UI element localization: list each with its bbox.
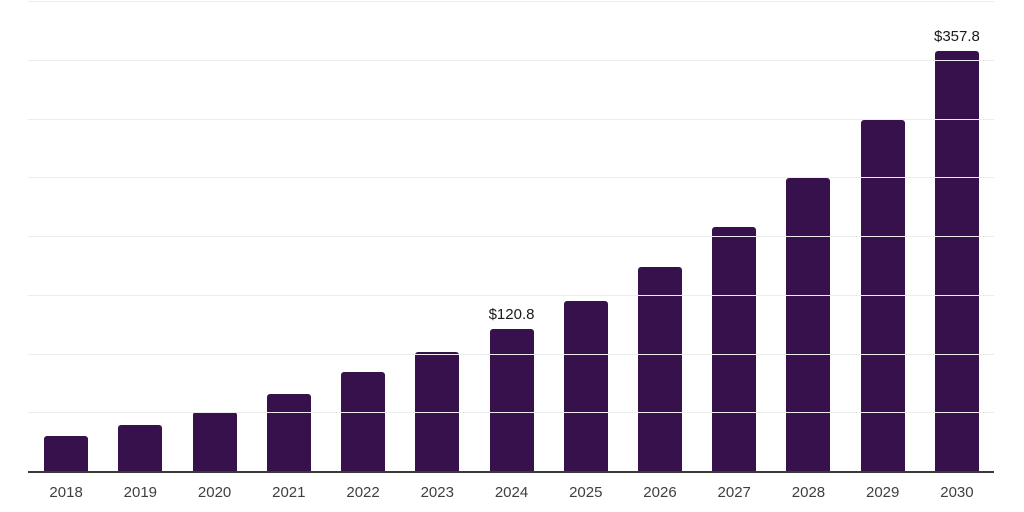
x-tick-2018: 2018 bbox=[49, 484, 83, 501]
bar-2020 bbox=[192, 412, 237, 471]
gridline-150 bbox=[28, 294, 994, 296]
bar-2018 bbox=[44, 435, 89, 471]
x-tick-2019: 2019 bbox=[123, 484, 158, 501]
bar-2028 bbox=[786, 178, 831, 471]
bar-2026 bbox=[637, 267, 682, 471]
bar-2021 bbox=[266, 394, 311, 471]
x-axis-labels: 2018 2019 2020 2021 2022 2023 2024 2025 2026 2027… bbox=[29, 484, 994, 502]
x-tick-2023: 2023 bbox=[420, 484, 454, 501]
data-label-2024: $120.8 bbox=[488, 306, 535, 324]
x-axis-line bbox=[28, 471, 994, 473]
gridline-250 bbox=[28, 177, 994, 179]
bar-2030 bbox=[934, 50, 979, 471]
x-tick-2027: 2027 bbox=[717, 484, 751, 501]
bar-series: $120.8 $357.8 bbox=[29, 1, 994, 471]
x-tick-2025: 2025 bbox=[569, 484, 603, 501]
gridline-300 bbox=[28, 118, 994, 120]
x-tick-2030: 2030 bbox=[940, 484, 974, 501]
x-tick-2028: 2028 bbox=[791, 484, 826, 501]
x-tick-2024: 2024 bbox=[494, 484, 529, 501]
gridline-100 bbox=[28, 353, 994, 355]
plot-area: $120.8 $357.8 bbox=[28, 1, 994, 471]
gridline-200 bbox=[28, 236, 994, 237]
x-tick-2021: 2021 bbox=[272, 484, 306, 501]
gridline-400 bbox=[28, 1, 994, 2]
x-tick-2022: 2022 bbox=[346, 484, 380, 501]
bar-2025 bbox=[563, 300, 608, 471]
bar-slot-2024: $120.8 bbox=[474, 1, 548, 471]
gridline-350 bbox=[28, 59, 994, 61]
gridline-50 bbox=[28, 412, 994, 414]
bar-slot-2030: $357.8 bbox=[920, 1, 994, 471]
x-tick-2020: 2020 bbox=[197, 484, 232, 501]
data-label-2030: $357.8 bbox=[933, 27, 980, 45]
bar-slot-2022 bbox=[326, 1, 400, 471]
bar-2019 bbox=[118, 425, 163, 471]
x-tick-2026: 2026 bbox=[643, 484, 677, 501]
bar-slot-2028 bbox=[771, 1, 845, 471]
bar-slot-2026 bbox=[623, 1, 697, 471]
bar-slot-2018 bbox=[29, 1, 103, 471]
bar-slot-2025 bbox=[549, 1, 623, 471]
bar-slot-2023 bbox=[400, 1, 474, 471]
bar-2024 bbox=[489, 329, 534, 471]
bar-slot-2020 bbox=[177, 1, 251, 471]
bar-2023 bbox=[415, 351, 460, 471]
bar-2027 bbox=[712, 226, 757, 471]
x-tick-2029: 2029 bbox=[866, 484, 900, 501]
bar-slot-2021 bbox=[252, 1, 326, 471]
bar-slot-2027 bbox=[697, 1, 771, 471]
bar-2022 bbox=[341, 372, 386, 471]
bar-slot-2019 bbox=[103, 1, 177, 471]
